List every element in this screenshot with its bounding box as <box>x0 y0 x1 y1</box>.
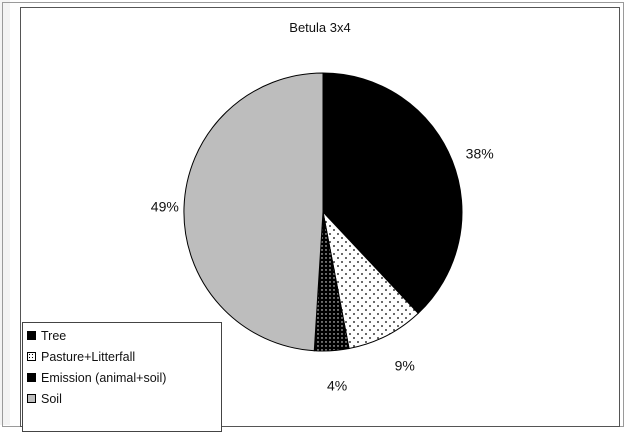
chart-title: Betula 3x4 <box>289 20 351 35</box>
legend-item-soil: Soil <box>23 388 221 409</box>
legend-label: Soil <box>41 391 62 406</box>
legend: Tree Pasture+Litterfall Emission (animal… <box>22 322 222 432</box>
data-label: 9% <box>395 357 415 373</box>
legend-swatch-pasture-litterfall <box>27 352 36 361</box>
legend-swatch-tree <box>27 331 36 340</box>
legend-item-pasture-litterfall: Pasture+Litterfall <box>23 346 221 367</box>
data-label: 49% <box>151 198 179 214</box>
legend-swatch-emission <box>27 373 36 382</box>
pie-slice-tree <box>322 72 463 315</box>
data-label: 38% <box>466 145 494 161</box>
data-label: 4% <box>327 378 347 394</box>
legend-item-tree: Tree <box>23 325 221 346</box>
legend-item-emission: Emission (animal+soil) <box>23 367 221 388</box>
legend-label: Pasture+Litterfall <box>41 349 136 364</box>
legend-swatch-soil <box>27 394 36 403</box>
legend-label: Tree <box>41 328 67 343</box>
legend-label: Emission (animal+soil) <box>41 370 167 385</box>
left-edge-strip <box>0 0 10 425</box>
pie-slice-soil <box>183 72 324 352</box>
